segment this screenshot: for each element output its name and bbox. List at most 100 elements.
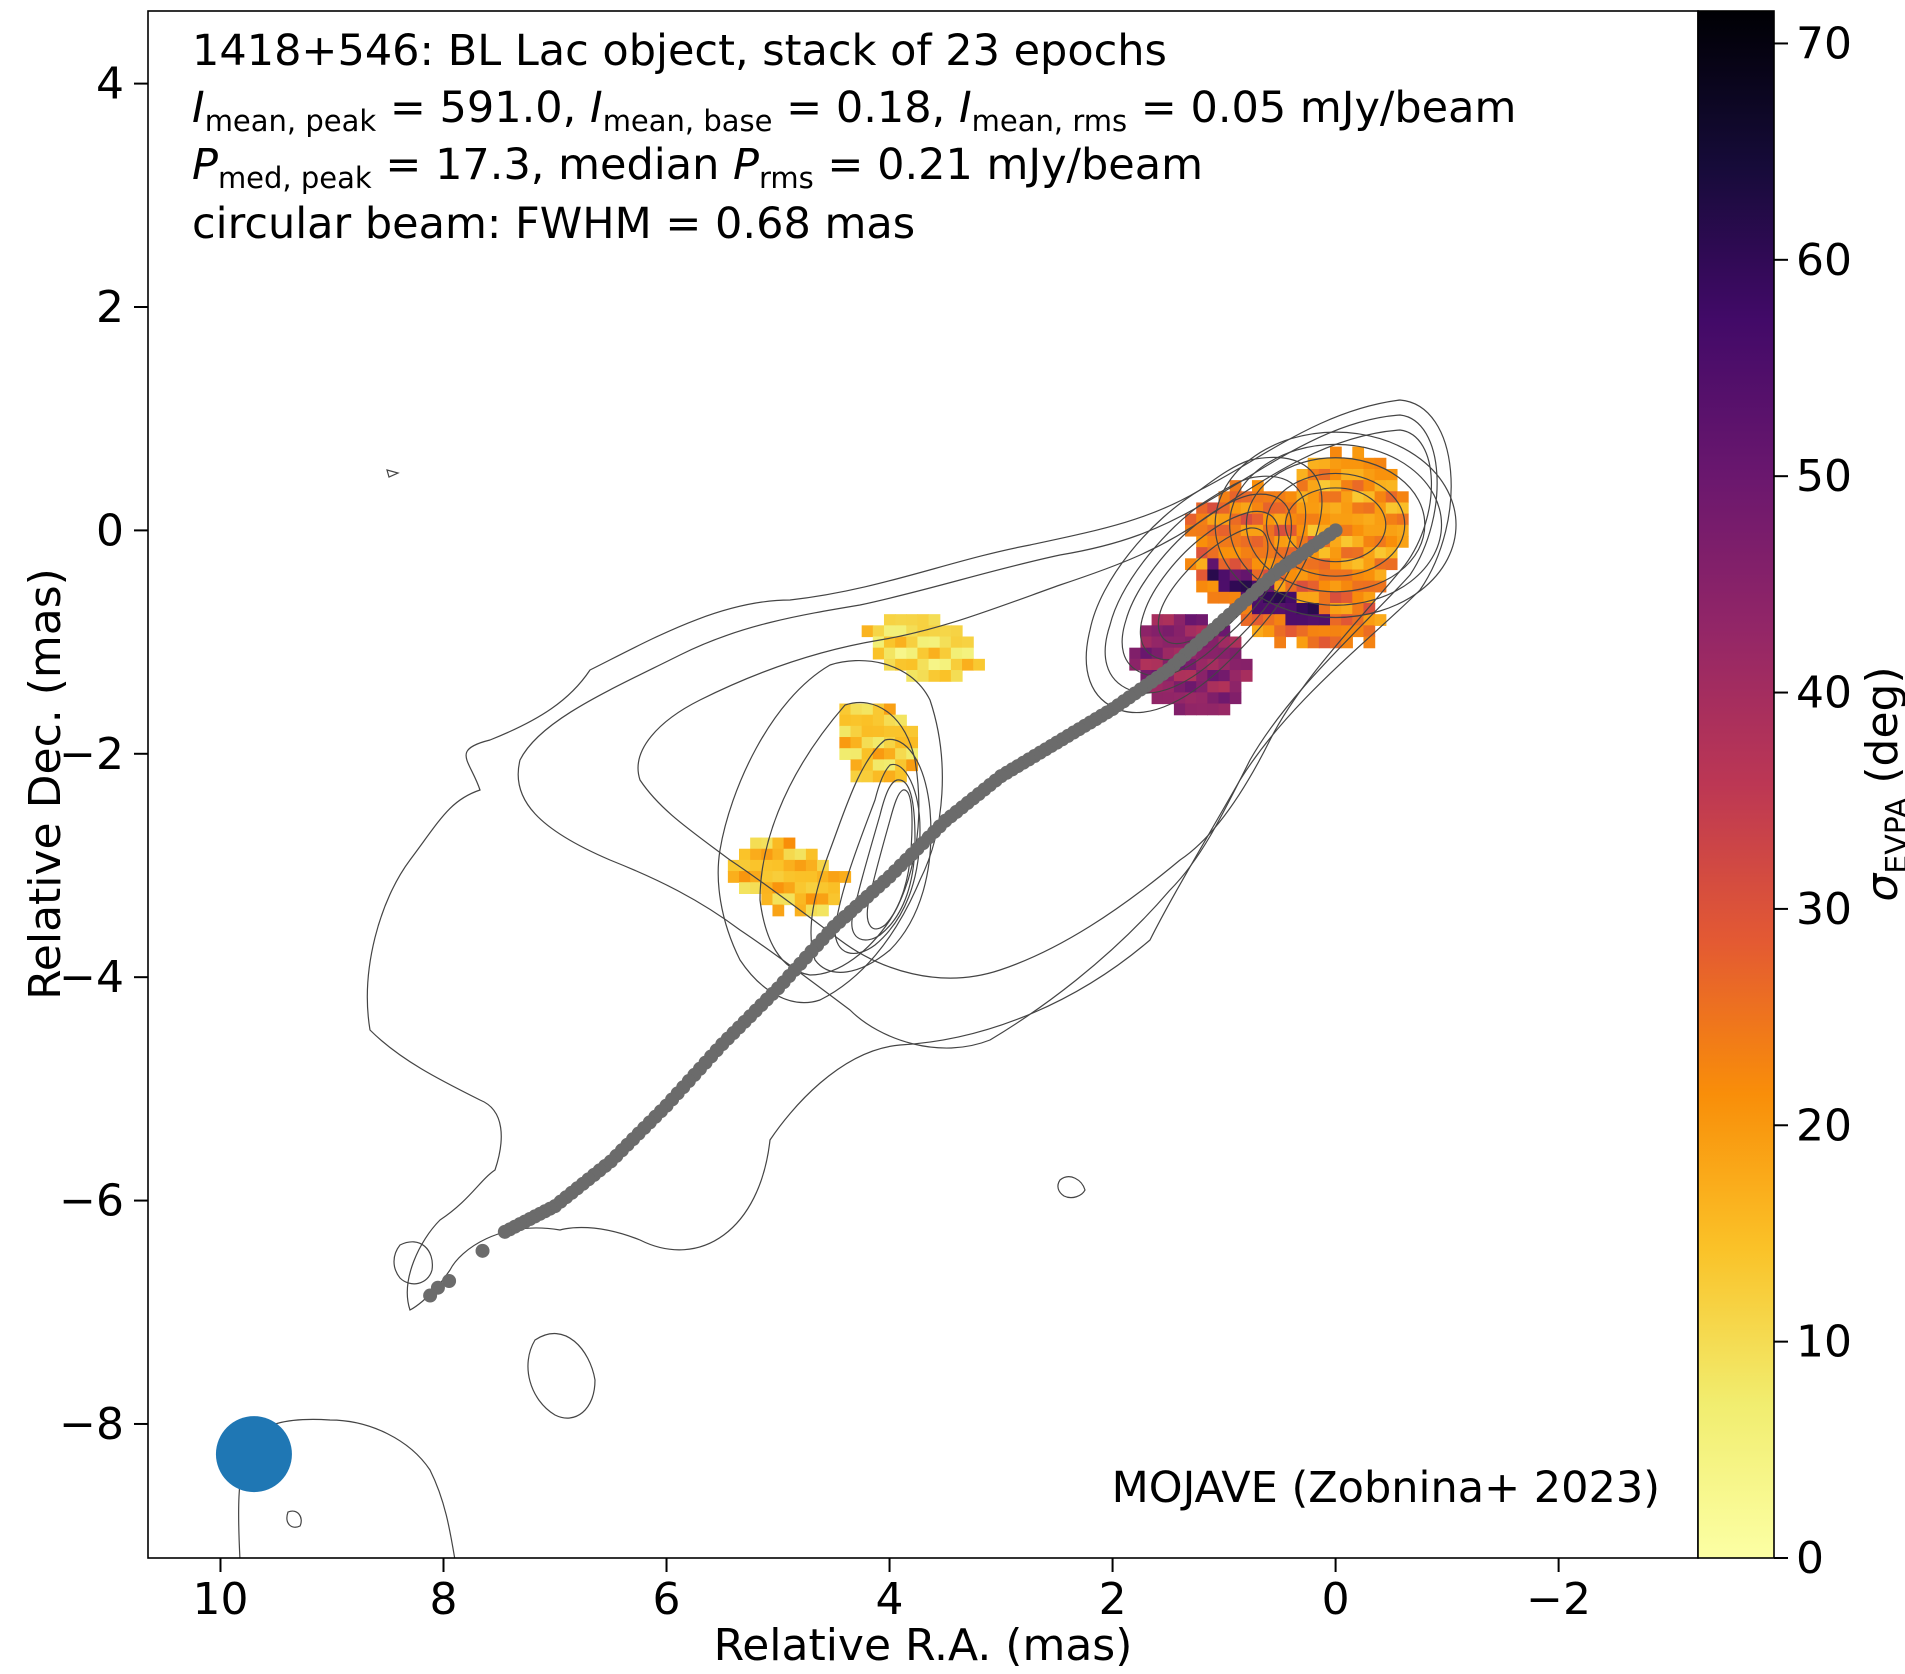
evpa-pixel — [928, 647, 941, 660]
evpa-pixel — [1330, 625, 1342, 638]
evpa-pixel — [917, 670, 930, 682]
evpa-pixel — [1363, 558, 1376, 571]
evpa-pixel — [1307, 591, 1320, 604]
evpa-pixel — [1207, 703, 1220, 716]
evpa-pixel — [1352, 580, 1365, 593]
evpa-pixel — [1274, 524, 1287, 537]
contour-core — [1265, 472, 1406, 577]
evpa-pixel — [1196, 524, 1208, 537]
evpa-pixel — [1218, 513, 1231, 526]
evpa-pixel — [1274, 591, 1287, 604]
evpa-pixel — [1240, 602, 1253, 615]
evpa-pixel — [1352, 491, 1365, 504]
evpa-pixel — [1352, 602, 1365, 615]
evpa-pixel — [783, 859, 796, 872]
evpa-pixel — [1263, 625, 1275, 638]
evpa-pixel — [1263, 602, 1275, 615]
evpa-pixel — [1352, 446, 1365, 459]
evpa-pixel — [1385, 535, 1398, 548]
evpa-pixel — [1385, 502, 1398, 515]
evpa-pixel — [1207, 580, 1220, 593]
evpa-pixel — [1218, 502, 1231, 515]
contour-outer — [366, 399, 1452, 1311]
evpa-pixel — [1296, 569, 1309, 582]
evpa-pixel — [883, 647, 896, 660]
x-tick-label: 4 — [876, 1574, 904, 1625]
evpa-pixel — [872, 737, 885, 749]
evpa-pixel — [1162, 614, 1175, 626]
evpa-pixel — [906, 647, 919, 660]
evpa-pixel — [739, 882, 751, 895]
evpa-pixel — [1341, 535, 1353, 548]
evpa-pixel — [1263, 591, 1275, 604]
evpa-pixel — [1173, 681, 1186, 693]
evpa-pixel — [906, 614, 919, 626]
evpa-pixel — [1185, 513, 1197, 526]
evpa-pixel — [1196, 547, 1208, 559]
evpa-pixel — [917, 658, 930, 671]
contour-core — [1245, 457, 1426, 593]
evpa-pixel — [1363, 457, 1376, 470]
evpa-pixel — [1318, 602, 1331, 615]
evpa-pixel — [1162, 681, 1175, 693]
evpa-pixel — [1296, 513, 1309, 526]
evpa-pixel — [861, 714, 874, 727]
evpa-pixel — [1341, 547, 1353, 559]
x-tick-label: 0 — [1322, 1574, 1350, 1625]
plot-background — [148, 11, 1698, 1558]
evpa-pixel — [883, 625, 896, 638]
evpa-pixel — [1173, 703, 1186, 716]
colorbar-gradient — [1697, 10, 1775, 1559]
y-tick-label: −8 — [59, 1399, 124, 1450]
evpa-pixel — [1318, 558, 1331, 571]
evpa-pixel — [1385, 480, 1398, 492]
evpa-pixel — [906, 748, 919, 760]
evpa-pixel — [1307, 457, 1320, 470]
evpa-pixel — [1162, 647, 1175, 660]
evpa-pixel — [1318, 502, 1331, 515]
evpa-pixel — [783, 871, 796, 883]
evpa-pixel — [939, 625, 952, 638]
annotation-line-3: Pmed, peak = 17.3, median Prms = 0.21 mJ… — [192, 140, 1203, 195]
evpa-pixel — [883, 703, 896, 716]
evpa-pixel — [1229, 670, 1242, 682]
evpa-pixel — [1207, 535, 1220, 548]
evpa-pixel — [1296, 625, 1309, 638]
evpa-pixel — [828, 893, 840, 906]
evpa-pixel — [1251, 547, 1264, 559]
evpa-pixel — [1274, 502, 1287, 515]
evpa-pixel — [1318, 625, 1331, 638]
evpa-pixel — [817, 882, 829, 895]
contour-small-4 — [286, 1510, 302, 1528]
evpa-pixel — [1318, 457, 1331, 470]
evpa-pixel — [1307, 625, 1320, 638]
evpa-pixel — [861, 770, 874, 783]
x-axis-label: Relative R.A. (mas) — [714, 1620, 1133, 1671]
beam-ellipse — [215, 1416, 292, 1493]
evpa-pixel — [1240, 558, 1253, 571]
evpa-pixel — [1274, 625, 1287, 638]
evpa-pixel — [1240, 670, 1253, 682]
evpa-pixel — [1218, 491, 1231, 504]
evpa-pixel — [883, 636, 896, 649]
evpa-pixel — [817, 871, 829, 883]
evpa-pixel — [1363, 535, 1376, 548]
evpa-pixel — [1140, 658, 1153, 671]
evpa-pixel — [1330, 591, 1342, 604]
evpa-pixel — [750, 871, 762, 883]
evpa-pixel — [1251, 535, 1264, 548]
evpa-pixel — [906, 625, 919, 638]
evpa-pixel — [1207, 558, 1220, 571]
evpa-pixel — [850, 703, 863, 716]
evpa-pixel — [1341, 580, 1353, 593]
evpa-pixel — [1318, 513, 1331, 526]
evpa-pixel — [1185, 524, 1197, 537]
evpa-pixel — [850, 714, 863, 727]
evpa-pixel — [1218, 569, 1231, 582]
evpa-pixel — [861, 703, 874, 716]
evpa-pixel — [1251, 558, 1264, 571]
evpa-pixel — [1307, 491, 1320, 504]
evpa-pixel — [1285, 625, 1298, 638]
evpa-pixel — [1296, 558, 1309, 571]
